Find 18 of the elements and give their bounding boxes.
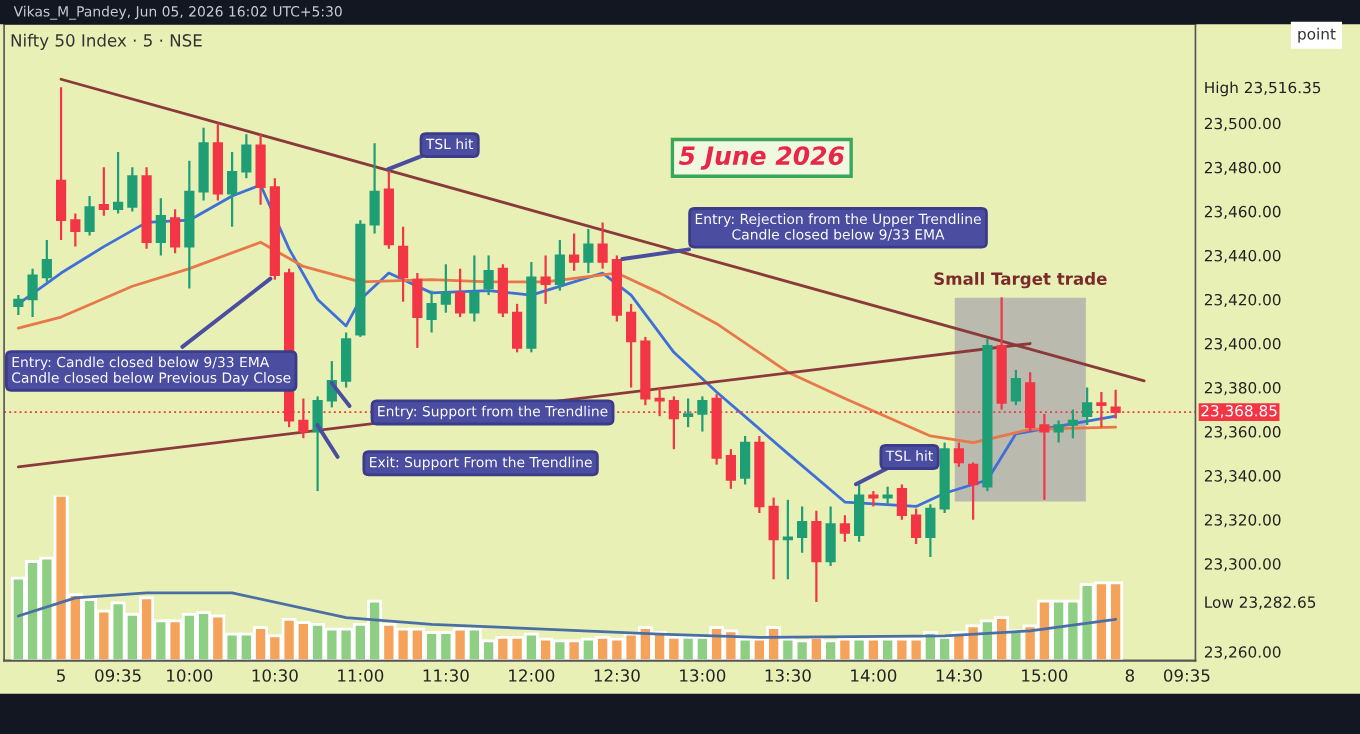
x-tick-label: 12:00 [509,669,555,682]
x-tick-label: 11:00 [338,669,384,682]
text: Nifty 50 Index · 5 · NSE [11,33,202,50]
x-tick-label: 13:30 [765,669,811,682]
x-tick-label: 09:35 [1163,669,1210,682]
x-tick-label: 10:30 [252,669,298,682]
x-tick-label: 5 [57,669,65,682]
x-tick-label: 09:35 [95,669,141,682]
x-tick-label: 15:00 [1022,669,1068,682]
annotation: Small Target trade [934,272,1107,289]
annotation: 5 June 2026 [679,146,845,170]
x-tick-label: 14:00 [851,669,897,682]
x-tick-label: 13:00 [680,669,726,682]
x-tick-label: 14:30 [936,669,982,682]
x-tick-label: 12:30 [594,669,640,682]
x-tick-label: 8 [1125,669,1135,682]
x-tick-label: 11:30 [423,669,469,682]
x-tick-label: 10:00 [167,669,213,682]
